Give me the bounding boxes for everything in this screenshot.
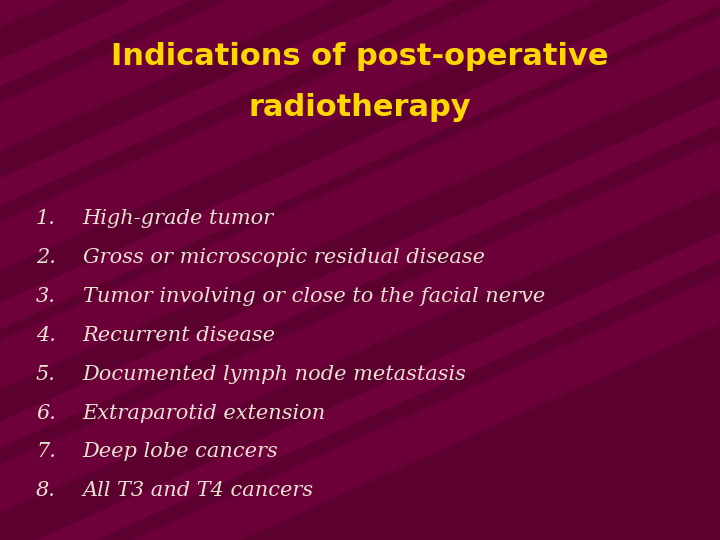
Polygon shape	[0, 16, 720, 389]
Text: Tumor involving or close to the facial nerve: Tumor involving or close to the facial n…	[83, 287, 545, 306]
Polygon shape	[0, 0, 720, 270]
Text: Extraparotid extension: Extraparotid extension	[83, 403, 326, 423]
Text: 7.: 7.	[36, 442, 56, 462]
Polygon shape	[0, 97, 720, 448]
Text: 6.: 6.	[36, 403, 56, 423]
Polygon shape	[0, 275, 720, 540]
Text: High-grade tumor: High-grade tumor	[83, 209, 274, 228]
Polygon shape	[0, 140, 720, 513]
Text: Recurrent disease: Recurrent disease	[83, 326, 276, 345]
Text: 8.: 8.	[36, 481, 56, 501]
Text: Deep lobe cancers: Deep lobe cancers	[83, 442, 279, 462]
Polygon shape	[0, 0, 720, 151]
Text: Gross or microscopic residual disease: Gross or microscopic residual disease	[83, 248, 485, 267]
Text: 4.: 4.	[36, 326, 56, 345]
Polygon shape	[0, 0, 720, 86]
Text: 3.: 3.	[36, 287, 56, 306]
Polygon shape	[0, 0, 720, 27]
Polygon shape	[0, 232, 720, 540]
Text: radiotherapy: radiotherapy	[248, 93, 472, 123]
Text: 2.: 2.	[36, 248, 56, 267]
Text: Documented lymph node metastasis: Documented lymph node metastasis	[83, 364, 467, 384]
Polygon shape	[0, 0, 720, 205]
Text: Indications of post-operative: Indications of post-operative	[112, 42, 608, 71]
Text: 1.: 1.	[36, 209, 56, 228]
Text: All T3 and T4 cancers: All T3 and T4 cancers	[83, 481, 314, 501]
Polygon shape	[0, 0, 720, 329]
Text: 5.: 5.	[36, 364, 56, 384]
